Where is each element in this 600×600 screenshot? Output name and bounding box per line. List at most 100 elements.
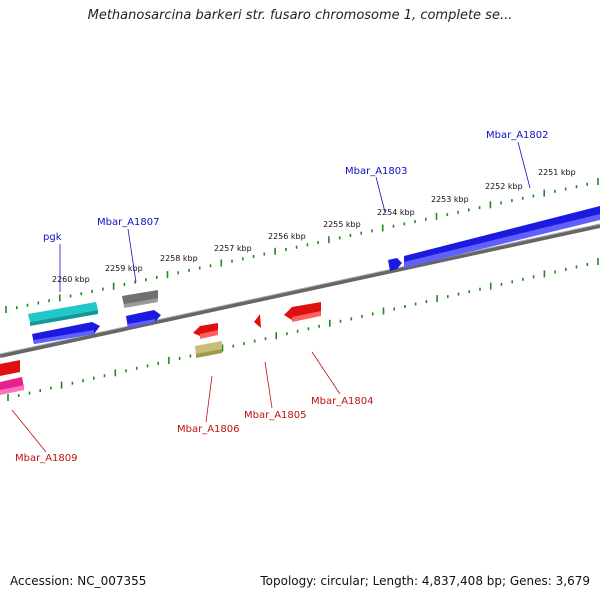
minor-tick <box>457 292 460 296</box>
minor-tick <box>82 379 84 383</box>
minor-tick <box>135 366 138 370</box>
minor-tick <box>554 270 556 274</box>
minor-tick <box>253 339 256 343</box>
minor-tick <box>125 369 127 373</box>
minor-tick <box>478 206 481 210</box>
minor-tick <box>414 302 417 306</box>
minor-tick <box>479 287 481 291</box>
minor-tick <box>188 268 190 272</box>
major-tick <box>5 306 7 313</box>
gene-blue-tiny[interactable] <box>388 258 402 271</box>
minor-tick <box>198 266 201 270</box>
major-tick <box>7 394 9 401</box>
gene-label-mbar-a1809[interactable]: Mbar_A1809 <box>15 453 78 464</box>
minor-tick <box>575 185 578 189</box>
minor-tick <box>522 277 524 281</box>
minor-tick <box>286 332 288 336</box>
major-tick <box>275 332 277 340</box>
gene-pink-left[interactable] <box>0 377 24 395</box>
gene-blue-left[interactable] <box>32 322 100 344</box>
major-tick <box>166 271 169 279</box>
minor-tick <box>307 327 310 331</box>
minor-tick <box>28 391 31 395</box>
minor-tick <box>134 280 136 284</box>
major-tick <box>381 224 384 232</box>
minor-tick <box>586 263 589 266</box>
gene-label-mbar-a1803[interactable]: Mbar_A1803 <box>345 166 408 177</box>
minor-tick <box>393 307 395 311</box>
gene-red-tiny[interactable] <box>254 314 261 328</box>
minor-tick <box>361 314 363 318</box>
major-tick <box>489 201 492 209</box>
minor-tick <box>339 319 342 323</box>
genome-summary-text: Topology: circular; Length: 4,837,408 bp… <box>260 574 590 588</box>
major-tick <box>435 212 438 220</box>
minor-tick <box>447 295 449 299</box>
genome-backbone <box>0 224 600 358</box>
gene-blue-small[interactable] <box>126 310 161 328</box>
gene-label-mbar-a1802[interactable]: Mbar_A1802 <box>486 130 549 141</box>
minor-tick <box>263 252 266 256</box>
minor-tick <box>37 301 40 305</box>
major-tick <box>274 247 276 255</box>
major-tick <box>436 295 438 303</box>
minor-tick <box>296 329 299 333</box>
minor-tick <box>243 342 245 346</box>
minor-tick <box>414 220 416 224</box>
major-tick <box>597 258 599 265</box>
minor-tick <box>575 265 578 269</box>
major-tick <box>112 282 115 290</box>
tick-label-2257: 2257 kbp <box>214 244 252 253</box>
minor-tick <box>511 280 513 284</box>
minor-tick <box>338 236 341 240</box>
gene-red-a[interactable] <box>193 323 218 339</box>
minor-tick <box>50 386 52 390</box>
gene-label-mbar-a1805[interactable]: Mbar_A1805 <box>244 410 307 421</box>
minor-tick <box>178 356 181 360</box>
minor-tick <box>511 199 513 203</box>
tick-label-2252: 2252 kbp <box>485 182 523 191</box>
minor-tick <box>318 324 320 328</box>
gene-label-mbar-a1806[interactable]: Mbar_A1806 <box>177 424 240 435</box>
minor-tick <box>468 208 470 212</box>
gene-label-mbar-a1807[interactable]: Mbar_A1807 <box>97 217 160 228</box>
minor-tick <box>231 259 233 263</box>
tick-label-2259: 2259 kbp <box>105 264 143 273</box>
tick-label-2260: 2260 kbp <box>52 275 90 284</box>
minor-tick <box>500 282 503 286</box>
minor-tick <box>285 248 287 251</box>
minor-tick <box>93 376 95 380</box>
minor-tick <box>403 222 406 226</box>
gene-blue-long[interactable] <box>404 206 600 268</box>
minor-tick <box>306 243 309 247</box>
gene-red-b[interactable] <box>284 302 321 322</box>
minor-tick <box>103 374 106 378</box>
gene-pgk-cyan[interactable] <box>28 302 98 326</box>
minor-tick <box>264 337 267 341</box>
gene-label-mbar-a1804[interactable]: Mbar_A1804 <box>311 396 374 407</box>
minor-tick <box>404 305 406 308</box>
gene-label-pgk[interactable]: pgk <box>43 232 62 243</box>
minor-tick <box>17 394 20 397</box>
major-tick <box>168 356 170 364</box>
gene-gray[interactable] <box>122 290 158 308</box>
minor-tick <box>39 389 41 393</box>
minor-tick <box>532 194 535 198</box>
minor-tick <box>446 213 449 217</box>
gene-khaki[interactable] <box>195 341 222 358</box>
minor-tick <box>532 275 535 279</box>
major-tick <box>489 282 492 290</box>
minor-tick <box>350 317 353 321</box>
major-tick <box>597 178 599 185</box>
gene-red-left[interactable] <box>0 360 20 376</box>
tick-label-2255: 2255 kbp <box>323 220 361 229</box>
major-tick <box>60 381 63 389</box>
minor-tick <box>123 282 126 286</box>
minor-tick <box>457 210 459 214</box>
minor-tick <box>209 264 212 268</box>
minor-tick <box>91 289 93 293</box>
minor-tick <box>69 294 72 298</box>
major-tick <box>59 294 61 302</box>
minor-tick <box>102 287 104 291</box>
minor-tick <box>349 234 352 237</box>
